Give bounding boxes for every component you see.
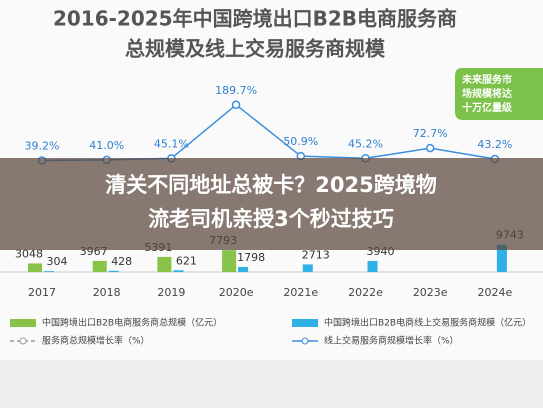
- line-label: 45.2%: [348, 137, 383, 150]
- chart-subtitle: 总规模及线上交易服务商规模: [125, 37, 386, 61]
- line-marker: [231, 100, 241, 110]
- overlay-text: 清关不同地址总被卡？2025跨境物: [105, 173, 436, 197]
- bar: [173, 270, 184, 272]
- bar-label: 304: [47, 255, 68, 268]
- overlay-text: 流老司机亲授3个秒过技巧: [148, 207, 394, 231]
- line-marker: [425, 143, 435, 153]
- line-label: 39.2%: [25, 139, 60, 152]
- line-label: 50.9%: [283, 135, 318, 148]
- bar: [108, 270, 119, 272]
- callout-text: 十万亿量级: [462, 101, 513, 114]
- bar: [367, 260, 378, 272]
- legend-label: 中国跨境出口B2B电商线上交易服务商规模（亿元）: [324, 317, 531, 329]
- x-tick-label: 2024e: [478, 286, 513, 299]
- line-label: 45.1%: [154, 137, 189, 150]
- bar-label: 1798: [237, 251, 265, 264]
- x-tick-label: 2023e: [413, 286, 448, 299]
- x-tick-label: 2017: [28, 286, 56, 299]
- bar-label: 621: [176, 254, 197, 267]
- x-tick-label: 2018: [93, 286, 121, 299]
- legend-label: 线上交易服务商规模增长率（%）: [324, 335, 459, 347]
- callout-text: 未来服务市: [461, 73, 512, 86]
- legend-swatch: [19, 337, 27, 345]
- bar: [496, 244, 507, 272]
- x-tick-label: 2019: [157, 286, 185, 299]
- line-label: 72.7%: [413, 127, 448, 140]
- overlay-banner: [0, 158, 543, 250]
- bar-label: 2713: [302, 248, 330, 261]
- legend-swatch: [292, 319, 318, 327]
- x-tick-label: 2022e: [348, 286, 383, 299]
- line-label: 41.0%: [89, 139, 124, 152]
- legend-label: 服务商总规模增长率（%）: [42, 335, 150, 347]
- footer: [0, 360, 543, 408]
- x-tick-label: 2020e: [219, 286, 254, 299]
- bar-label: 3048: [15, 247, 43, 260]
- bar: [28, 263, 42, 272]
- x-tick-label: 2021e: [283, 286, 318, 299]
- legend-swatch: [301, 337, 309, 345]
- bar: [222, 250, 237, 272]
- legend-label: 中国跨境出口B2B电商服务商总规模（亿元）: [42, 317, 222, 329]
- bar: [238, 266, 249, 272]
- line-label: 189.7%: [215, 84, 257, 97]
- legend-swatch: [10, 319, 36, 327]
- bar: [157, 256, 172, 272]
- callout-text: 场规模将达: [462, 87, 512, 100]
- chart-title: 2016-2025年中国跨境出口B2B电商服务商: [53, 7, 457, 31]
- bar: [92, 260, 107, 272]
- bar-label: 428: [111, 255, 132, 268]
- callout-box: [455, 68, 543, 120]
- line-label: 43.2%: [477, 138, 512, 151]
- bar: [44, 271, 54, 272]
- bar: [302, 264, 313, 272]
